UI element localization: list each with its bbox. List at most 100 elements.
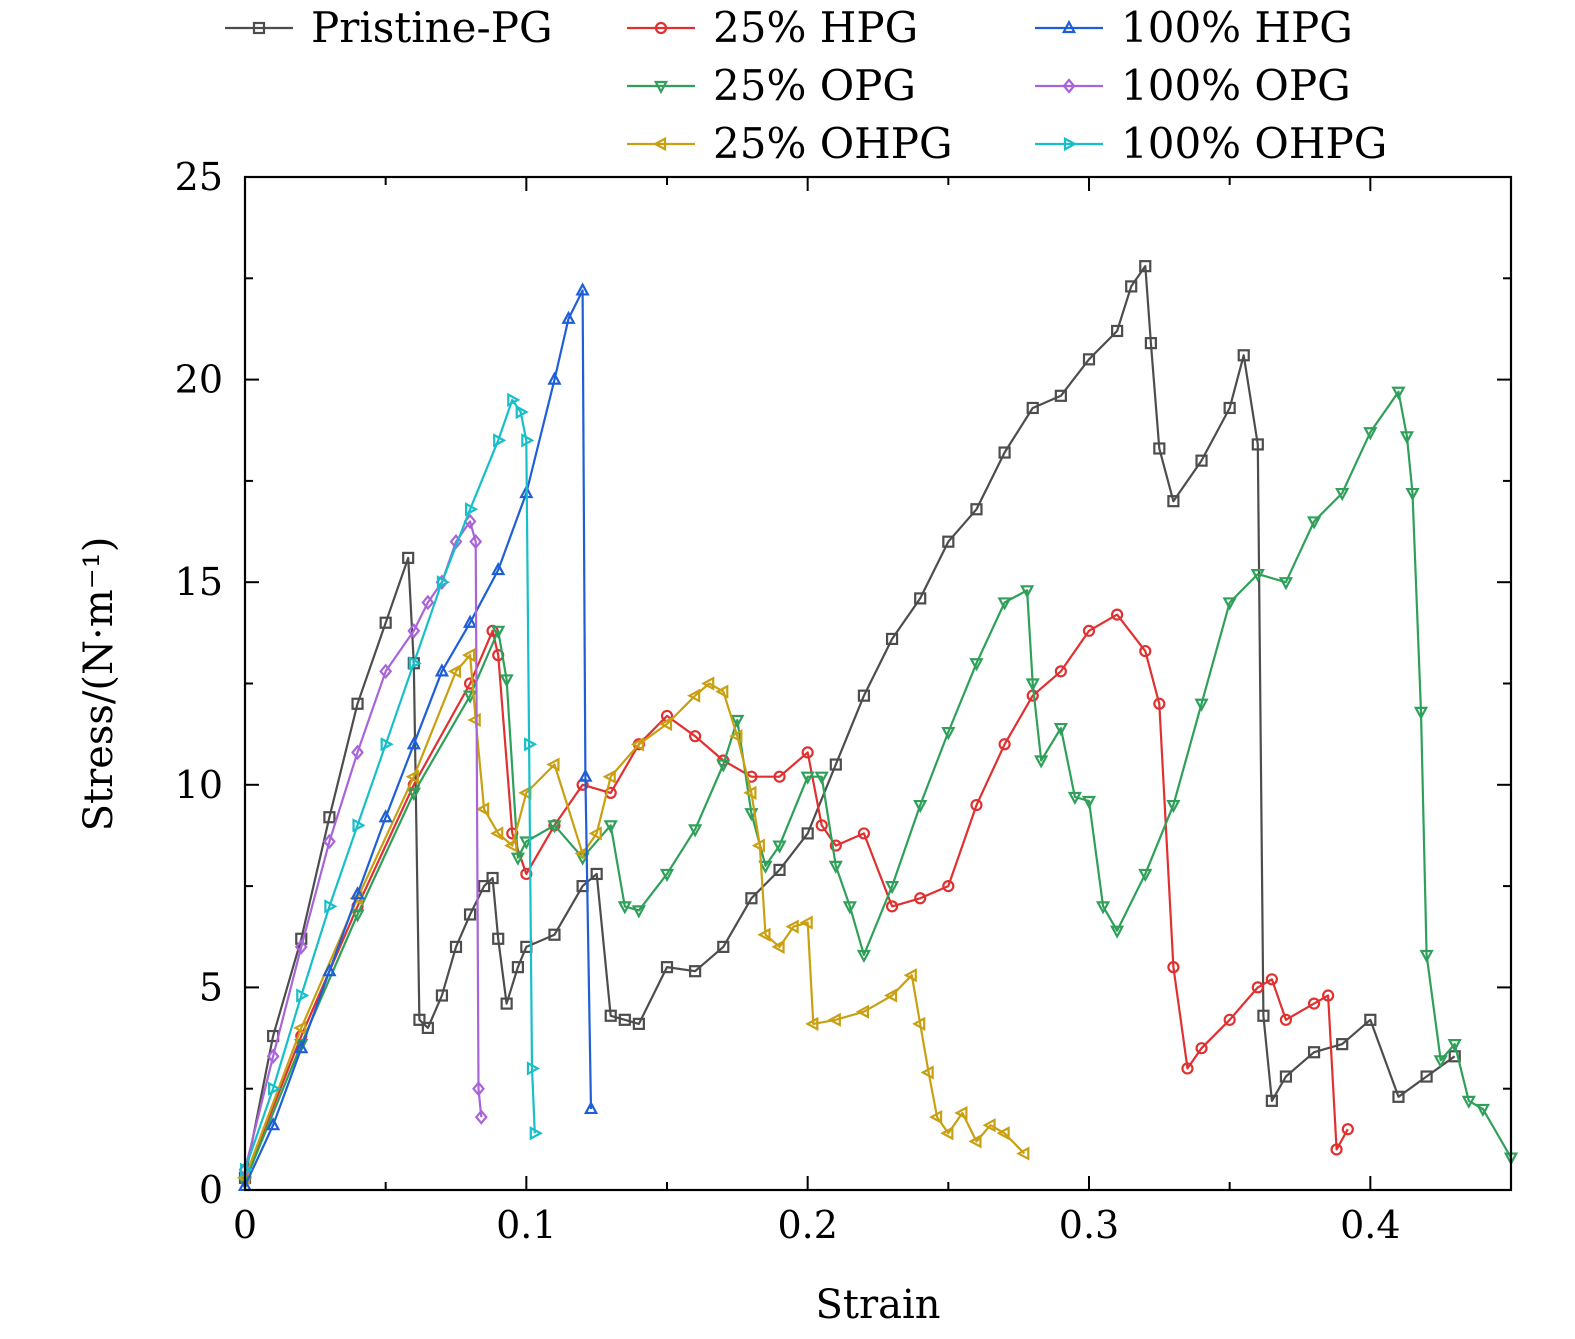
data-point [1054, 389, 1067, 402]
data-point [462, 614, 478, 628]
data-point [617, 901, 632, 915]
data-point [1250, 568, 1265, 583]
data-point [630, 737, 644, 752]
series-line [244, 289, 593, 1187]
data-point [1034, 755, 1049, 769]
data-point [1138, 868, 1153, 883]
data-point [547, 820, 562, 834]
data-point [941, 727, 956, 741]
data-point [402, 551, 415, 564]
data-point [603, 820, 618, 834]
data-point [324, 899, 338, 914]
legend-item: 25% HPG [627, 3, 918, 52]
data-point [1420, 1070, 1433, 1083]
data-point [1082, 353, 1096, 366]
data-point [885, 632, 899, 646]
data-point [800, 771, 815, 785]
y-tick-label: 5 [199, 965, 223, 1009]
legend-item: 100% HPG [1035, 3, 1353, 52]
data-point [436, 575, 451, 590]
data-point [745, 892, 758, 905]
data-point [378, 809, 393, 823]
legend-item: 25% OPG [627, 61, 916, 110]
data-point [421, 1021, 434, 1035]
data-point [1475, 1103, 1490, 1118]
data-point [486, 871, 499, 885]
data-point [632, 1017, 645, 1030]
data-point [757, 927, 771, 942]
data-point [827, 1012, 841, 1027]
data-point [421, 594, 435, 611]
data-point [1433, 1055, 1448, 1069]
data-point [547, 371, 562, 385]
data-point [1095, 901, 1111, 915]
x-axis-title: Strain [816, 1282, 941, 1328]
data-point [548, 928, 561, 941]
data-point [499, 674, 514, 688]
data-point [658, 716, 673, 732]
data-point [511, 961, 524, 974]
data-point [1330, 1143, 1343, 1156]
data-point [1195, 1042, 1208, 1055]
data-point [1222, 597, 1237, 611]
data-point [828, 860, 843, 874]
legend-label: 25% HPG [713, 3, 918, 52]
series-line [243, 520, 483, 1170]
data-point [407, 623, 421, 639]
data-point [660, 961, 674, 974]
data-point [970, 503, 983, 516]
data-point [491, 561, 506, 576]
data-point [406, 787, 421, 801]
data-point [1413, 706, 1429, 720]
data-point [914, 892, 927, 905]
data-point [1111, 324, 1124, 338]
data-point [1336, 1038, 1349, 1051]
data-point [618, 1013, 631, 1026]
data-point [515, 404, 529, 420]
data-point [1279, 1013, 1293, 1026]
data-point [855, 1004, 870, 1019]
data-point [463, 908, 477, 921]
series-100-ohpg [239, 392, 543, 1177]
data-point [942, 535, 955, 548]
data-point [526, 1061, 541, 1076]
data-point [996, 1126, 1010, 1141]
data-point [716, 759, 731, 773]
legend-label: 25% OHPG [713, 119, 953, 168]
data-point [524, 737, 538, 752]
y-tick-label: 0 [199, 1168, 223, 1212]
data-point [493, 433, 507, 448]
data-point [435, 989, 449, 1002]
data-point [1181, 1062, 1194, 1075]
data-point [1026, 401, 1039, 415]
y-tick-label: 25 [175, 155, 223, 199]
data-point [546, 757, 560, 772]
data-point [1278, 577, 1294, 591]
data-point [434, 663, 450, 677]
data-point [1167, 495, 1180, 508]
y-tick-label: 20 [175, 358, 223, 402]
data-point [743, 785, 757, 800]
data-point [476, 802, 490, 817]
data-point [578, 768, 593, 782]
data-point [1447, 1039, 1462, 1053]
data-point [492, 932, 505, 945]
data-point [351, 697, 364, 710]
data-point [352, 818, 366, 833]
data-point [1016, 1146, 1030, 1161]
data-point [801, 827, 814, 840]
data-point [266, 1048, 280, 1064]
data-point [583, 1100, 599, 1115]
data-point [1265, 973, 1278, 986]
data-point [771, 939, 785, 954]
data-point [1419, 949, 1434, 964]
data-point [1405, 487, 1420, 502]
data-point [588, 826, 602, 841]
data-point [730, 714, 745, 729]
data-point [1067, 791, 1083, 806]
data-point [478, 879, 491, 893]
legend-swatch-marker [1061, 19, 1077, 34]
y-axis-title: Stress/(N·m⁻¹) [76, 537, 122, 832]
legend: Pristine-PG 25% HPG 25% OPG 25% OHPG 100% HP… [225, 3, 1387, 168]
